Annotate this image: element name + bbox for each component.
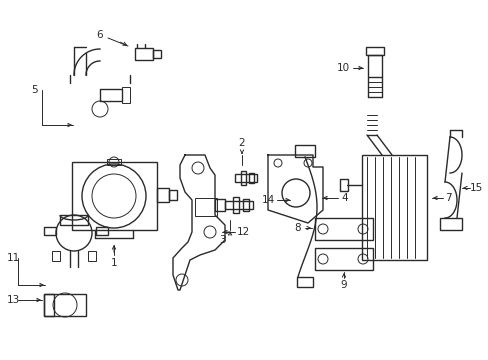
Text: 6: 6	[97, 30, 103, 40]
Text: 5: 5	[32, 85, 38, 95]
Text: 3: 3	[218, 235, 225, 245]
Bar	[232, 197, 239, 213]
Bar	[235, 174, 257, 182]
Bar	[243, 199, 248, 211]
Text: 10: 10	[336, 63, 349, 73]
Bar	[195, 198, 217, 216]
Bar	[72, 162, 157, 230]
Bar	[294, 145, 314, 157]
Bar	[439, 218, 461, 230]
Bar	[52, 251, 60, 261]
Bar	[96, 227, 108, 235]
Bar	[241, 171, 245, 185]
Bar	[153, 50, 161, 58]
Bar	[60, 215, 88, 225]
Text: 2: 2	[238, 138, 245, 148]
Text: 8: 8	[294, 223, 301, 233]
Bar	[135, 48, 153, 60]
Text: 4: 4	[341, 193, 347, 203]
Bar	[339, 179, 347, 191]
Text: 9: 9	[340, 280, 346, 290]
Text: 7: 7	[444, 193, 450, 203]
Bar	[122, 87, 130, 103]
Bar	[314, 218, 372, 240]
Bar	[88, 251, 96, 261]
Bar	[296, 277, 312, 287]
Text: 12: 12	[236, 227, 249, 237]
Bar	[169, 190, 177, 200]
Text: 11: 11	[6, 253, 20, 263]
Bar	[157, 188, 169, 202]
Bar	[44, 294, 54, 316]
Bar	[361, 155, 426, 260]
Text: 13: 13	[6, 295, 20, 305]
Bar	[215, 199, 224, 211]
Bar	[44, 227, 56, 235]
Text: 15: 15	[468, 183, 482, 193]
Bar	[365, 47, 383, 55]
Text: 14: 14	[261, 195, 274, 205]
Bar	[44, 294, 86, 316]
Text: 1: 1	[110, 258, 117, 268]
Bar	[314, 248, 372, 270]
Bar	[224, 201, 252, 209]
Bar	[367, 55, 381, 77]
Bar	[107, 159, 121, 165]
Bar	[248, 173, 253, 183]
